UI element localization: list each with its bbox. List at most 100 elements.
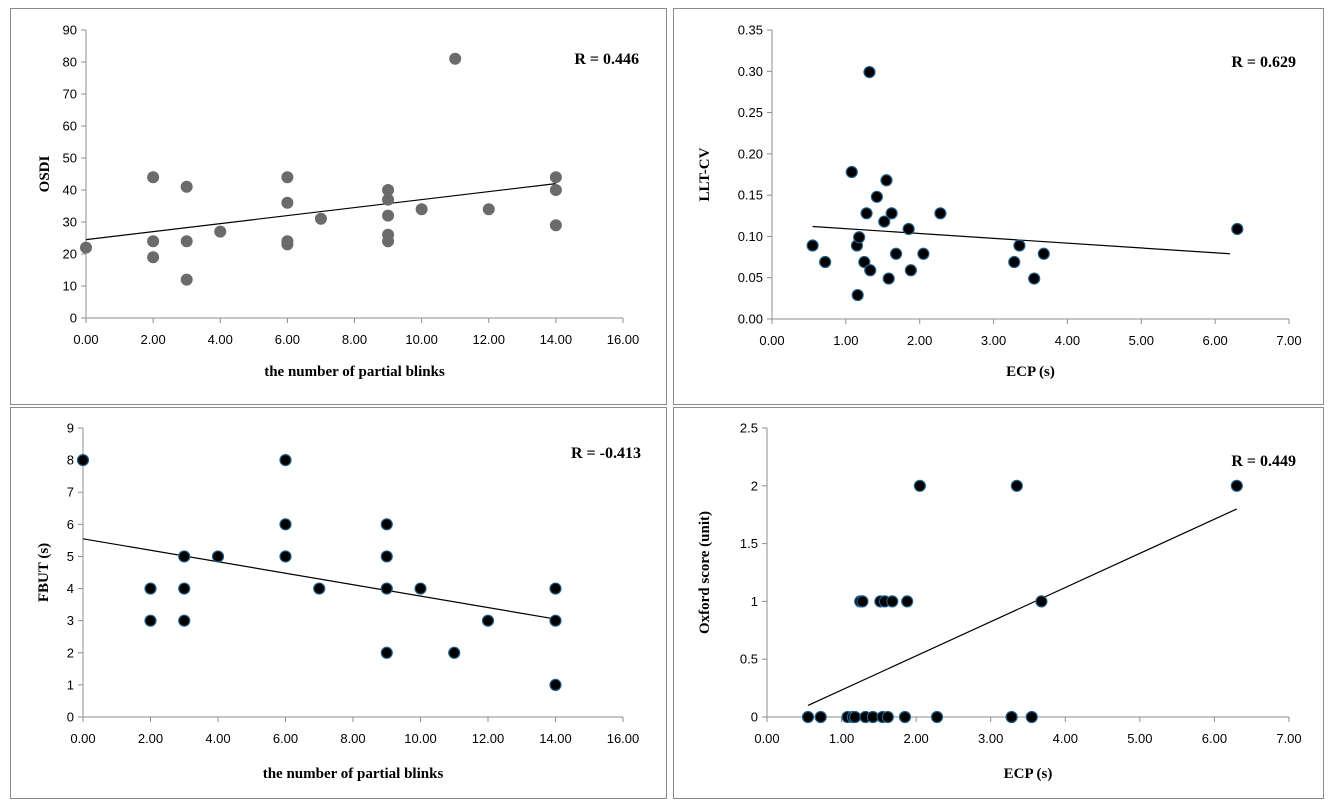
oxford-correlation-label: R = 0.449 bbox=[1231, 453, 1296, 470]
fbut-data-point bbox=[448, 646, 461, 659]
fbut-y-tick-label: 2 bbox=[67, 645, 74, 660]
oxford-data-point bbox=[930, 710, 944, 724]
fbut-y-axis-title: FBUT (s) bbox=[36, 543, 52, 602]
lltcv-x-tick-label: 7.00 bbox=[1276, 333, 1301, 348]
oxford-x-tick-label: 2.00 bbox=[903, 731, 928, 746]
fbut-x-tick-label: 10.00 bbox=[404, 731, 437, 746]
oxford-x-tick-label: 0.00 bbox=[754, 731, 779, 746]
osdi-x-tick-label: 14.00 bbox=[540, 332, 573, 347]
osdi-scatter-plot: 0 10 20 30 40 50 60 70 80 90 0.00 2.00 4.00 6.00 8.00 1… bbox=[37, 23, 640, 381]
lltcv-data-point bbox=[845, 165, 858, 179]
fbut-x-tick-label: 8.00 bbox=[340, 731, 365, 746]
osdi-data-point bbox=[281, 171, 294, 184]
oxford-data-point bbox=[901, 595, 914, 608]
fbut-y-tick-label: 1 bbox=[67, 677, 74, 692]
osdi-data-point bbox=[281, 196, 294, 209]
chart-panel-fbut: 0 1 2 3 4 5 6 7 8 9 0.00 2.00 4.00 6.00 8.00 10.00 12.00… bbox=[10, 407, 667, 799]
fbut-y-tick-label: 3 bbox=[67, 613, 74, 628]
lltcv-data-point bbox=[934, 207, 947, 220]
fbut-x-tick-label: 16.00 bbox=[607, 731, 640, 746]
osdi-data-point bbox=[549, 171, 562, 184]
oxford-data-point bbox=[848, 710, 862, 724]
osdi-data-point bbox=[449, 52, 462, 65]
osdi-x-tick-label: 16.00 bbox=[607, 332, 640, 347]
fbut-data-point bbox=[380, 582, 393, 595]
lltcv-data-point bbox=[889, 247, 903, 260]
osdi-data-point bbox=[214, 225, 227, 238]
fbut-data-point bbox=[279, 518, 292, 531]
oxford-data-point bbox=[814, 710, 827, 724]
lltcv-data-point bbox=[819, 255, 832, 269]
lltcv-data-point bbox=[917, 247, 930, 260]
fbut-scatter-plot: 0 1 2 3 4 5 6 7 8 9 0.00 2.00 4.00 6.00 8.00 10.00 12.00… bbox=[36, 421, 641, 783]
osdi-data-point bbox=[382, 235, 395, 248]
oxford-data-point bbox=[801, 710, 815, 724]
fbut-data-point bbox=[549, 678, 562, 691]
fbut-y-tick-label: 6 bbox=[67, 517, 74, 532]
osdi-data-point bbox=[549, 184, 562, 196]
oxford-x-tick-label: 5.00 bbox=[1127, 731, 1152, 746]
osdi-x-tick-label: 0.00 bbox=[73, 332, 98, 347]
fbut-data-point bbox=[178, 582, 191, 595]
osdi-x-tick-label: 6.00 bbox=[275, 332, 300, 347]
fbut-x-axis-title: the number of partial blinks bbox=[263, 766, 444, 782]
fbut-data-point bbox=[481, 614, 495, 627]
osdi-data-point bbox=[382, 209, 395, 222]
lltcv-data-point bbox=[860, 207, 873, 220]
oxford-x-tick-label: 4.00 bbox=[1053, 731, 1078, 746]
lltcv-x-axis-title: ECP (s) bbox=[1006, 364, 1055, 380]
chart-panel-lltcv: 0.00 0.05 0.10 0.15 0.20 0.25 0.30 0.35 0.00 1.00… bbox=[673, 8, 1324, 405]
oxford-data-point bbox=[1025, 710, 1038, 724]
fbut-data-point bbox=[178, 614, 191, 627]
oxford-scatter-plot: 0 0.5 1 1.5 2 2.5 0.00 1.00 2.00 3.00 4.00 5.00 6.00… bbox=[697, 421, 1302, 783]
lltcv-y-axis-title: LLT-CV bbox=[697, 147, 713, 201]
fbut-data-point bbox=[380, 646, 393, 659]
fbut-data-point bbox=[549, 614, 562, 627]
fbut-data-point bbox=[211, 550, 225, 563]
fbut-y-tick-label: 4 bbox=[67, 581, 74, 596]
fbut-y-tick-label: 8 bbox=[67, 453, 74, 468]
lltcv-data-point bbox=[878, 215, 891, 228]
lltcv-x-tick-label: 5.00 bbox=[1129, 333, 1154, 348]
osdi-y-tick-label: 80 bbox=[63, 55, 77, 70]
osdi-data-point bbox=[80, 241, 92, 254]
osdi-data-point bbox=[482, 203, 495, 216]
oxford-data-point bbox=[898, 710, 912, 724]
lltcv-x-tick-label: 6.00 bbox=[1202, 333, 1227, 348]
oxford-y-tick-label: 0.5 bbox=[740, 652, 758, 667]
fbut-trendline bbox=[82, 538, 556, 620]
lltcv-y-tick-label: 0.30 bbox=[738, 64, 763, 79]
oxford-y-axis-title: Oxford score (unit) bbox=[697, 511, 713, 634]
osdi-x-tick-label: 4.00 bbox=[208, 332, 233, 347]
lltcv-y-tick-label: 0.10 bbox=[738, 229, 763, 244]
osdi-y-tick-label: 30 bbox=[63, 215, 77, 230]
lltcv-data-point bbox=[870, 190, 883, 203]
osdi-y-tick-label: 90 bbox=[63, 23, 77, 38]
lltcv-data-point bbox=[885, 207, 898, 220]
fbut-data-point bbox=[380, 550, 393, 563]
lltcv-data-point bbox=[864, 264, 877, 277]
osdi-data-point bbox=[382, 184, 395, 196]
osdi-data-point bbox=[415, 203, 428, 216]
osdi-data-point bbox=[281, 238, 294, 251]
lltcv-y-tick-label: 0.25 bbox=[738, 105, 763, 120]
fbut-data-point bbox=[279, 550, 292, 563]
oxford-y-tick-label: 2 bbox=[751, 478, 758, 493]
lltcv-data-point bbox=[858, 255, 871, 269]
lltcv-y-tick-label: 0.35 bbox=[738, 23, 763, 38]
osdi-x-tick-label: 12.00 bbox=[472, 332, 505, 347]
osdi-y-tick-label: 40 bbox=[63, 183, 77, 198]
fbut-data-point bbox=[414, 582, 427, 595]
fbut-x-tick-label: 4.00 bbox=[205, 731, 230, 746]
fbut-data-point bbox=[380, 518, 393, 531]
lltcv-x-tick-label: 2.00 bbox=[907, 333, 932, 348]
osdi-y-tick-label: 10 bbox=[63, 279, 77, 294]
fbut-data-point bbox=[76, 454, 90, 467]
lltcv-data-point bbox=[853, 231, 866, 244]
lltcv-y-tick-label: 0.05 bbox=[738, 270, 763, 285]
oxford-data-point bbox=[881, 710, 894, 724]
oxford-trendline bbox=[807, 508, 1238, 706]
osdi-data-point bbox=[147, 251, 160, 264]
lltcv-data-point bbox=[863, 66, 876, 79]
lltcv-x-tick-label: 4.00 bbox=[1055, 333, 1080, 348]
